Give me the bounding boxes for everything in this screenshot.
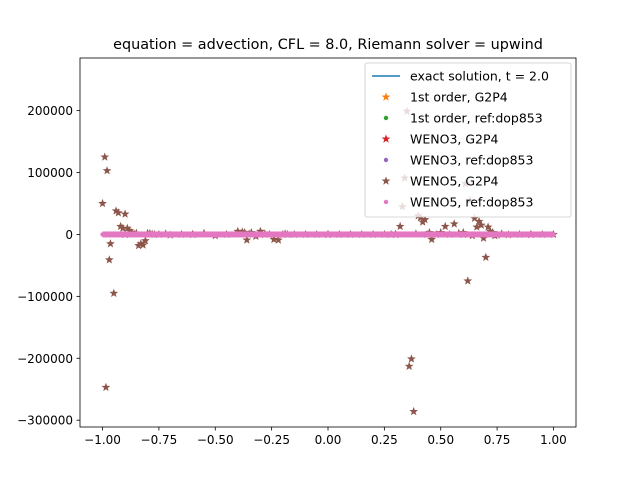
data-point <box>449 219 459 228</box>
legend-dot-swatch <box>383 115 389 121</box>
data-point <box>122 223 132 232</box>
x-tick-label: 0.25 <box>371 433 398 447</box>
data-point <box>407 354 416 363</box>
x-tick-label: 0.00 <box>315 433 342 447</box>
data-point <box>102 166 112 175</box>
x-axis: −1.00 −0.75 −0.50 −0.25 0.00 0.25 0.50 0.75 1.00 <box>84 427 567 447</box>
data-point <box>101 382 111 392</box>
legend-label: 1st order, ref:dop853 <box>410 111 543 126</box>
y-axis: −300000 −200000 −100000 0 100000 200000 <box>17 104 80 428</box>
legend-dot-swatch <box>383 199 389 205</box>
data-point <box>138 240 148 249</box>
data-point <box>136 239 146 248</box>
y-tick-label: −100000 <box>17 290 73 304</box>
data-point <box>242 235 252 244</box>
x-tick-label: −1.00 <box>84 433 121 447</box>
legend-item: exact solution, t = 2.0 <box>372 69 549 84</box>
legend-item: WENO5, ref:dop853 <box>383 195 533 210</box>
data-point <box>113 208 123 217</box>
data-point <box>404 361 414 371</box>
data-point <box>233 226 243 236</box>
y-tick-label: 0 <box>65 228 73 242</box>
data-point <box>409 406 419 416</box>
data-point <box>109 288 119 297</box>
data-point <box>141 236 150 245</box>
data-point <box>420 214 430 224</box>
data-point <box>483 222 493 231</box>
data-point <box>120 209 130 218</box>
legend-item: WENO3, ref:dop853 <box>383 153 533 168</box>
legend-label: WENO3, ref:dop853 <box>410 153 533 168</box>
legend-item: 1st order, G2P4 <box>381 90 508 105</box>
legend-item: WENO5, G2P4 <box>381 174 499 189</box>
legend-label: exact solution, t = 2.0 <box>410 69 549 84</box>
data-point <box>481 252 491 262</box>
legend-label: WENO3, G2P4 <box>410 132 499 147</box>
data-point <box>116 221 125 231</box>
data-point <box>476 220 486 229</box>
legend-item: WENO3, G2P4 <box>381 132 499 147</box>
data-point <box>470 213 479 223</box>
series-layer <box>98 106 558 416</box>
legend-dot-swatch <box>383 157 389 163</box>
legend-label: WENO5, ref:dop853 <box>410 195 533 210</box>
legend-star-swatch <box>381 134 391 143</box>
legend-box <box>364 62 572 218</box>
x-tick-label: 1.00 <box>540 433 567 447</box>
data-point <box>418 217 428 226</box>
legend-star-swatch <box>381 176 391 185</box>
data-point <box>125 226 134 235</box>
x-tick-label: 0.75 <box>484 433 511 447</box>
x-tick-label: −0.75 <box>141 433 178 447</box>
legend: exact solution, t = 2.0 1st order, G2P4 1s… <box>364 62 572 218</box>
data-point <box>440 221 450 231</box>
data-point <box>269 234 279 244</box>
data-point <box>134 241 143 250</box>
data-point <box>255 226 265 236</box>
zero-band-fill <box>102 231 554 238</box>
legend-label: 1st order, G2P4 <box>410 90 508 105</box>
data-point <box>100 152 110 161</box>
data-point <box>274 235 283 244</box>
data-point <box>98 198 107 208</box>
data-point <box>104 255 114 264</box>
y-tick-label: −300000 <box>17 414 73 428</box>
data-point <box>485 226 495 236</box>
data-point <box>474 216 484 226</box>
data-point <box>427 234 437 244</box>
data-point <box>106 239 115 248</box>
y-tick-label: 200000 <box>27 104 73 118</box>
chart-title: equation = advection, CFL = 8.0, Riemann… <box>113 37 543 53</box>
y-tick-label: 100000 <box>27 166 73 180</box>
data-point <box>395 221 405 231</box>
x-tick-label: −0.25 <box>253 433 290 447</box>
data-point <box>479 233 488 242</box>
zero-band <box>102 231 554 238</box>
x-tick-label: −0.50 <box>197 433 234 447</box>
legend-star-swatch <box>381 92 391 101</box>
data-point <box>472 222 482 231</box>
data-point <box>463 276 473 285</box>
x-tick-label: 0.50 <box>427 433 454 447</box>
data-point <box>118 223 128 232</box>
legend-item: 1st order, ref:dop853 <box>383 111 543 126</box>
legend-label: WENO5, G2P4 <box>410 174 499 189</box>
data-point <box>111 206 121 215</box>
y-tick-label: −200000 <box>17 352 73 366</box>
